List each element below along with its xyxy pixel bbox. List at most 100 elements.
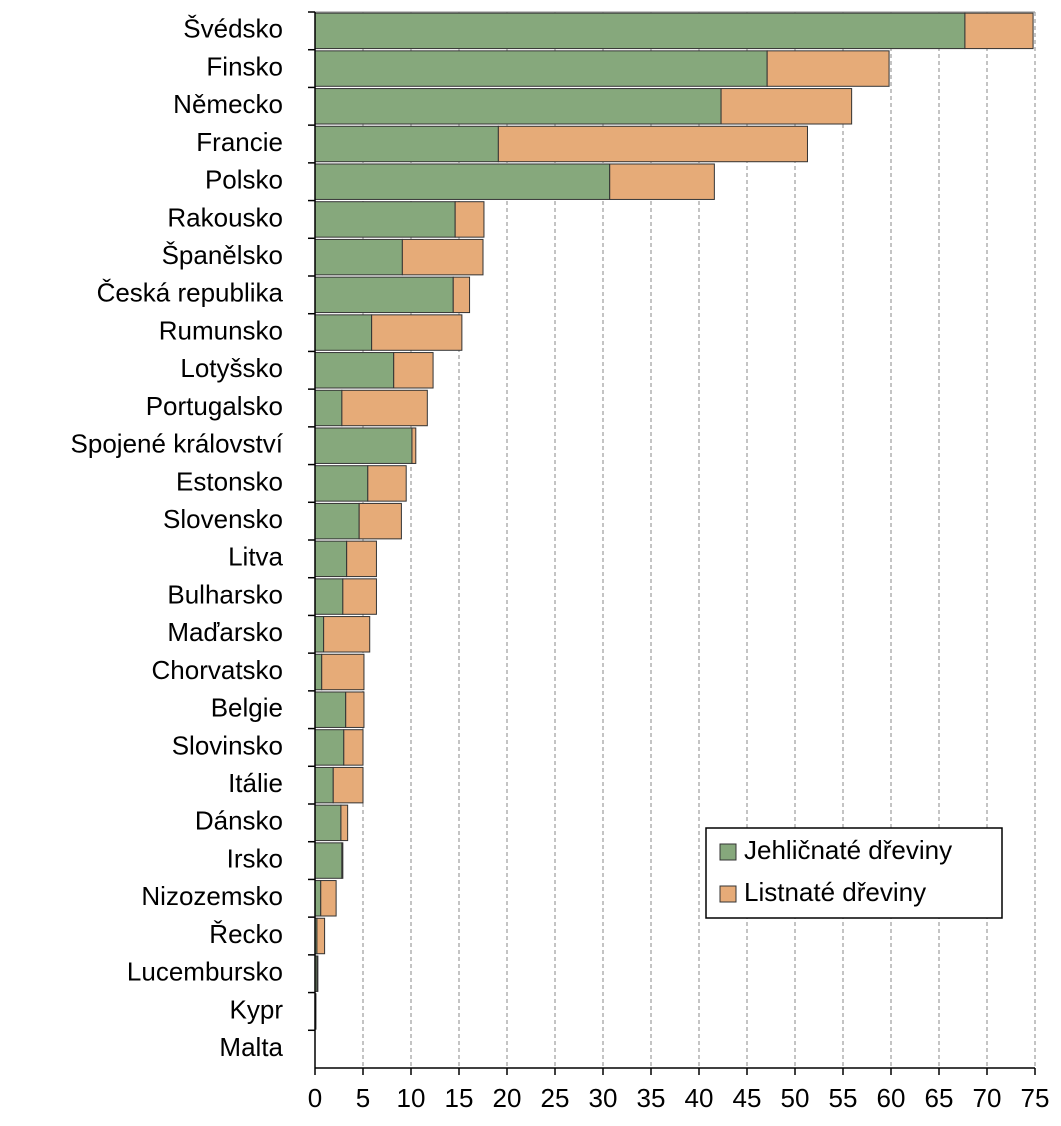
bar [371, 314, 463, 351]
y-tick-label: Lotyšsko [180, 353, 283, 383]
bar [314, 502, 360, 540]
legend-label: Listnaté dřeviny [744, 877, 926, 907]
bar [314, 50, 768, 87]
bar [316, 955, 319, 992]
x-tick-label: 20 [493, 1083, 522, 1113]
y-tick-label: Španělsko [162, 240, 283, 270]
bar [454, 201, 485, 238]
bar [314, 880, 322, 917]
bar [314, 653, 323, 691]
bar [345, 691, 365, 728]
bar [367, 465, 407, 502]
bar [332, 766, 364, 804]
x-tick-label: 45 [733, 1083, 762, 1113]
y-tick-label: Rumunsko [159, 315, 283, 345]
y-tick-label: Francie [196, 127, 283, 157]
bar [314, 540, 348, 578]
y-tick-label: Nizozemsko [141, 881, 283, 911]
y-tick-label: Itálie [228, 768, 283, 798]
y-tick-label: Finsko [206, 51, 283, 81]
bar [314, 276, 454, 314]
x-tick-label: 35 [637, 1083, 666, 1113]
y-tick-label: Řecko [209, 919, 283, 949]
bar [314, 842, 343, 879]
y-tick-label: Bulharsko [167, 579, 283, 609]
y-tick-label: Belgie [211, 693, 283, 723]
x-tick-label: 60 [877, 1083, 906, 1113]
x-tick-label: 30 [589, 1083, 618, 1113]
x-tick-label: 75 [1021, 1083, 1050, 1113]
legend-swatch [719, 885, 737, 903]
bar [393, 352, 434, 389]
y-tick-label: Rakousko [167, 202, 283, 232]
bar [964, 12, 1034, 50]
bar [314, 729, 345, 766]
bar [314, 465, 369, 502]
legend-box [705, 827, 1003, 919]
bar [314, 804, 342, 842]
bar [323, 616, 371, 653]
x-tick-label: 0 [308, 1083, 322, 1113]
bar [497, 125, 808, 163]
y-tick-label: Kypr [230, 994, 284, 1024]
bar [314, 691, 347, 728]
bar [341, 389, 428, 427]
y-tick-label: Portugalsko [146, 391, 283, 421]
x-tick-label: 65 [925, 1083, 954, 1113]
bar [314, 12, 966, 50]
bar [314, 616, 325, 653]
x-tick-label: 5 [356, 1083, 370, 1113]
y-tick-label: Spojené království [71, 429, 284, 459]
bar [609, 163, 715, 200]
bar [314, 125, 499, 163]
x-tick-label: 25 [541, 1083, 570, 1113]
bar [720, 88, 853, 125]
bar [401, 238, 484, 276]
bar [314, 314, 373, 351]
bar [452, 276, 471, 314]
bar [314, 238, 403, 276]
bar [411, 427, 417, 464]
bar [314, 389, 343, 427]
bar [358, 502, 402, 540]
bar [314, 88, 722, 125]
bar [320, 880, 337, 917]
y-tick-label: Švédsko [183, 14, 283, 44]
bar [346, 540, 377, 578]
x-tick-label: 55 [829, 1083, 858, 1113]
y-tick-label: Dánsko [195, 806, 283, 836]
y-tick-label: Lucembursko [127, 957, 283, 987]
legend: Jehličnaté dřeviny Listnaté dřeviny [705, 827, 1003, 919]
y-tick-label: Litva [228, 542, 283, 572]
bar [343, 729, 364, 766]
bar [342, 578, 377, 615]
y-tick-label: Slovensko [163, 504, 283, 534]
x-tick-label: 15 [445, 1083, 474, 1113]
legend-label: Jehličnaté dřeviny [744, 835, 952, 865]
bar [314, 163, 611, 200]
bar [340, 804, 349, 842]
y-tick-label: Česká republika [97, 278, 284, 308]
y-tick-label: Polsko [205, 165, 283, 195]
bar [314, 766, 334, 804]
x-tick-label: 10 [397, 1083, 426, 1113]
y-tick-label: Chorvatsko [152, 655, 284, 685]
bar [314, 201, 456, 238]
bar [314, 578, 344, 615]
bar [316, 917, 326, 955]
bar [314, 427, 413, 464]
x-tick-label: 50 [781, 1083, 810, 1113]
y-tick-label: Slovinsko [172, 730, 283, 760]
bar [314, 352, 395, 389]
y-tick-label: Maďarsko [167, 617, 283, 647]
legend-swatch [719, 843, 737, 861]
x-tick-label: 70 [973, 1083, 1002, 1113]
y-tick-label: Německo [173, 89, 283, 119]
y-tick-label: Estonsko [176, 466, 283, 496]
x-tick-label: 40 [685, 1083, 714, 1113]
bar [341, 842, 344, 879]
bar [321, 653, 365, 691]
y-tick-label: Irsko [227, 843, 283, 873]
y-tick-label: Malta [219, 1032, 283, 1062]
